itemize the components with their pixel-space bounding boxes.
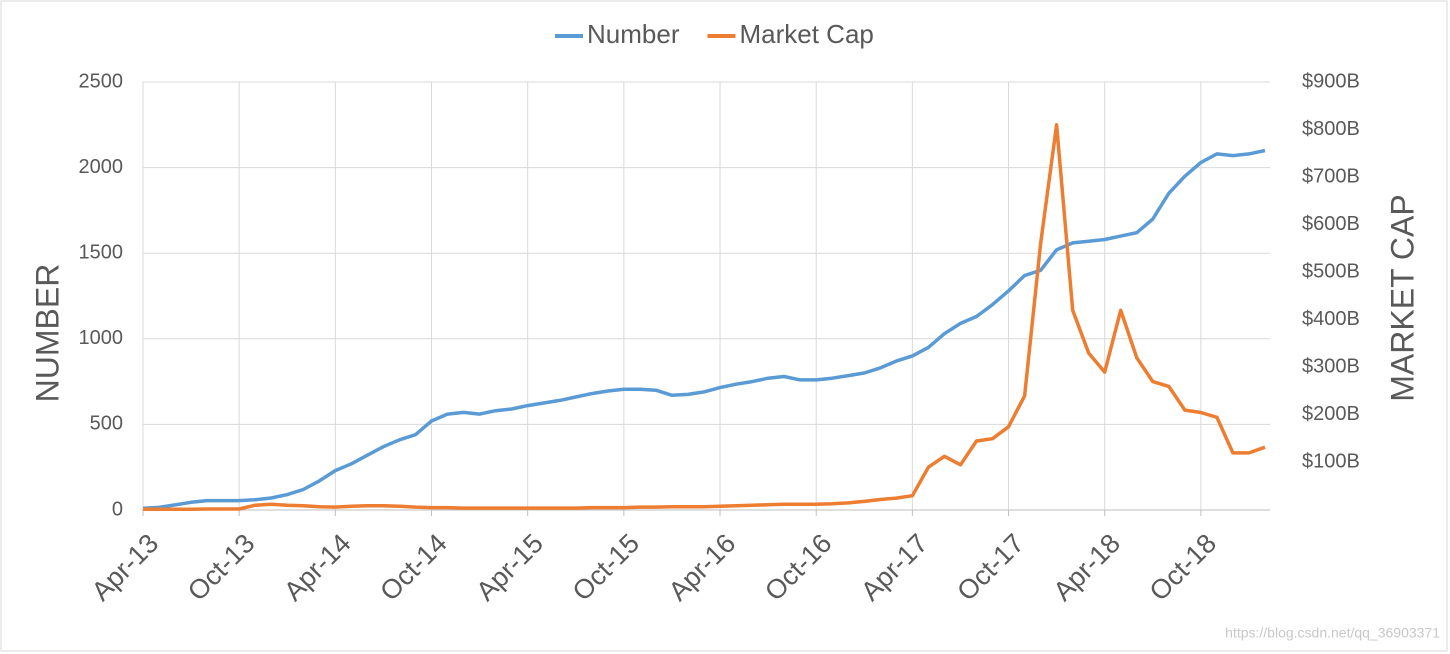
y2-tick-label: $300B xyxy=(1302,356,1360,378)
y2-tick-label: $800B xyxy=(1302,118,1360,140)
y-tick-label: 2500 xyxy=(79,70,124,92)
watermark: https://blog.csdn.net/qq_36903371 xyxy=(1225,625,1440,641)
y-tick-label: 0 xyxy=(112,498,123,520)
line-series xyxy=(143,123,1266,512)
legend-label: Market Cap xyxy=(739,19,873,49)
y2-tick-label: $200B xyxy=(1302,403,1360,425)
y-tick-label: 2000 xyxy=(79,156,124,178)
y2-axis-title: MARKET CAP xyxy=(1384,194,1420,401)
y-tick-label: 1500 xyxy=(79,241,124,263)
y-tick-label: 1000 xyxy=(79,327,124,349)
y2-tick-label: $700B xyxy=(1302,165,1360,187)
y2-tick-label: $400B xyxy=(1302,308,1360,330)
y-axis-title: NUMBER xyxy=(29,264,65,403)
legend-label: Number xyxy=(587,19,680,49)
y2-tick-label: $500B xyxy=(1302,261,1360,283)
line-series xyxy=(142,148,1266,511)
y2-tick-label: $100B xyxy=(1302,451,1360,473)
y-tick-label: 500 xyxy=(90,413,123,435)
y2-tick-label: $600B xyxy=(1302,213,1360,235)
y2-tick-label: $900B xyxy=(1302,70,1360,92)
